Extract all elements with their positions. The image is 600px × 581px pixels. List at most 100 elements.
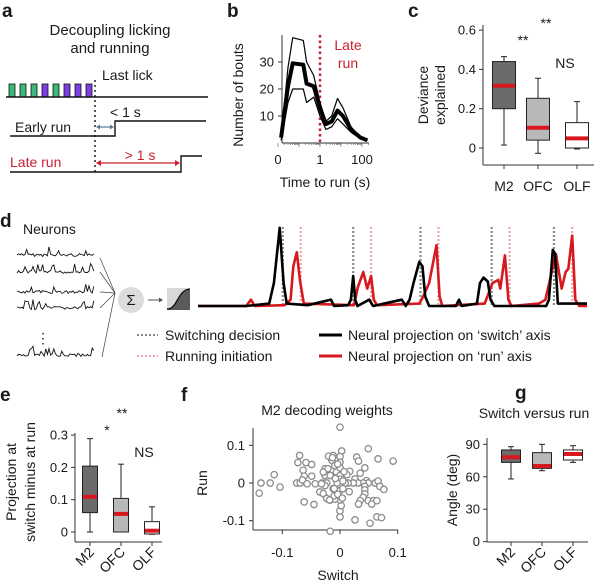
scatter-point	[389, 457, 397, 465]
scatter-point	[356, 469, 365, 478]
y-tick-label: 0	[61, 525, 68, 540]
legend-switch-projection: Neural projection on ‘switch’ axis	[348, 327, 551, 343]
lick-pulse	[85, 83, 93, 98]
panel-label-d: d	[0, 211, 12, 232]
panel-label-b: b	[227, 1, 239, 22]
early-interval-label: < 1 s	[110, 104, 141, 120]
lick-pulse	[74, 83, 82, 98]
panel-b: b Number of bouts Time to run (s) Late r…	[227, 1, 373, 190]
legend-running-initiation: Running initiation	[165, 348, 272, 364]
panel-f: f M2 decoding weights Run Switch -0.1 0 0.…	[181, 385, 407, 581]
fan-line	[99, 292, 116, 309]
y-tick-label: 90	[466, 437, 480, 452]
scatter-point	[330, 484, 339, 493]
panel-e: e Projection at switch minus at run * **…	[0, 385, 162, 576]
panel-g: g Switch versus run Angle (deg) 0 30 60 90 M…	[444, 383, 589, 576]
late-run-threshold-label-1: Late	[334, 37, 361, 53]
y-tick-label: 0.1	[227, 438, 245, 453]
neuron-fan-lines	[99, 257, 116, 358]
fan-line	[101, 292, 116, 358]
scatter-point	[294, 458, 302, 467]
category-label: M2	[494, 178, 514, 194]
x-tick-label: 1	[316, 152, 323, 167]
x-tick-label: 100	[351, 152, 373, 167]
fan-line	[99, 257, 116, 294]
scatter-point	[354, 457, 363, 465]
y-tick-label: 0.4	[458, 62, 476, 77]
last-lick-label: Last lick	[102, 67, 154, 83]
category-label: M2	[493, 544, 518, 569]
x-tick-label: 0	[274, 152, 281, 167]
panel-d: d Neurons ⋮ Σ Switching decision Running…	[0, 211, 587, 364]
panel-label-g: g	[515, 383, 527, 404]
neuron-trace	[16, 299, 95, 311]
lick-train	[8, 83, 93, 98]
panel-a-title-line2: and running	[70, 40, 149, 57]
x-tick-label: -0.1	[271, 545, 293, 560]
scatter-point	[300, 498, 309, 506]
box-olf	[565, 122, 589, 149]
fan-line	[99, 271, 116, 294]
category-label: OLF	[550, 544, 581, 575]
y-tick-label: 30	[466, 502, 480, 517]
scatter-point	[367, 500, 376, 508]
legend-switch-decision: Switching decision	[165, 327, 280, 343]
sum-node	[118, 287, 144, 313]
scatter-point	[307, 460, 316, 469]
panel-c: c Deviance explained ** ** NS 0 0.2 0.4 0.6…	[408, 1, 594, 194]
y-tick-label: 10	[260, 109, 274, 124]
scatter-point	[336, 423, 344, 432]
category-label: OFC	[96, 544, 128, 576]
significance-m2-olf: **	[117, 405, 128, 421]
late-interval-label: > 1 s	[125, 147, 156, 163]
legend: Switching decision Running initiation Ne…	[137, 327, 551, 364]
significance-ofc-olf: NS	[555, 55, 574, 71]
early-run-trace	[10, 120, 206, 137]
panel-c-ylabel-2: explained	[432, 65, 448, 125]
scatter-point	[257, 479, 265, 487]
significance-m2-olf: **	[541, 15, 552, 31]
panel-b-plot: 10 20 30 0 1 100	[260, 35, 373, 167]
y-tick-label: -0.1	[223, 513, 245, 528]
significance-m2-ofc: **	[518, 32, 529, 48]
neuron-trace	[16, 262, 95, 274]
panel-c-ylabel-1: Deviance	[415, 66, 431, 125]
y-tick-label: 60	[466, 469, 480, 484]
scatter-point	[328, 453, 337, 462]
scatter-point	[326, 527, 335, 536]
panel-b-xlabel: Time to run (s)	[280, 174, 371, 190]
switch-projection-trace	[198, 226, 587, 308]
neuron-trace	[16, 345, 95, 358]
y-tick-label: 0	[238, 476, 245, 491]
category-label: OLF	[563, 178, 590, 194]
late-run-label: Late run	[10, 154, 61, 170]
neuron-trace	[16, 246, 95, 258]
scatter-point	[307, 472, 316, 481]
box-ofc	[526, 97, 550, 141]
y-tick-label: 0	[473, 534, 480, 549]
category-label: OFC	[517, 544, 549, 576]
panel-g-title: Switch versus run	[479, 405, 589, 421]
lick-pulse	[41, 83, 49, 98]
scatter-point	[338, 494, 347, 502]
sigmoid-icon	[166, 288, 191, 310]
scatter-point	[360, 464, 369, 472]
lick-pulse	[52, 83, 60, 98]
panel-b-ylabel: Number of bouts	[230, 43, 246, 147]
panel-label-e: e	[0, 385, 11, 406]
scatter-point	[299, 466, 307, 475]
scatter-point	[311, 479, 320, 488]
scatter-point	[366, 519, 374, 528]
legend-run-projection: Neural projection on ‘run’ axis	[348, 348, 532, 364]
neuron-traces	[16, 246, 95, 358]
significance-m2-ofc: *	[104, 422, 110, 438]
y-tick-label: 0.2	[458, 101, 476, 116]
neurons-label: Neurons	[23, 221, 76, 237]
panel-a-title-line1: Decoupling licking	[50, 22, 171, 39]
panel-e-ylabel-1: Projection at	[3, 443, 19, 521]
panel-g-ylabel: Angle (deg)	[444, 454, 460, 526]
x-tick-label: 0.1	[389, 545, 407, 560]
y-tick-label: 0.1	[50, 492, 68, 507]
